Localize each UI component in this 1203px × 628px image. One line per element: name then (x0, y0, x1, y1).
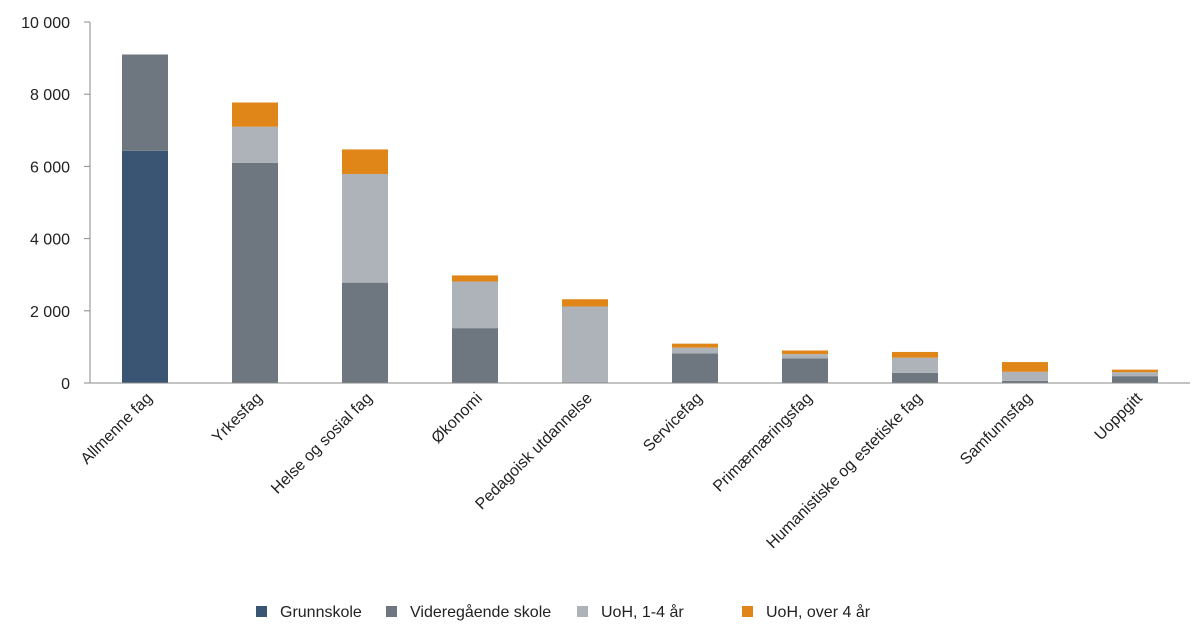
bar-segment (342, 149, 388, 174)
bar-segment (122, 54, 168, 151)
legend: Grunnskole Videregående skole UoH, 1-4 år U… (256, 603, 871, 621)
legend-label: Videregående skole (410, 603, 551, 621)
y-tick-label: 0 (61, 376, 70, 393)
y-tick-label: 2 000 (30, 304, 70, 321)
bar-segment (1112, 369, 1158, 373)
category-labels: Allmenne fag Yrkesfag Helse og sosial fag Ø… (78, 389, 1146, 552)
legend-label: UoH, 1-4 år (601, 603, 684, 621)
y-tick-label: 8 000 (30, 87, 70, 104)
x-tick-label: Samfunnsfag (957, 390, 1036, 469)
y-tick-label: 4 000 (30, 232, 70, 249)
bar-segment (1112, 376, 1158, 383)
x-tick-label: Servicefag (640, 390, 705, 455)
bar-segment (782, 354, 828, 359)
bar-segment (892, 351, 938, 358)
bar-segment (782, 350, 828, 355)
x-tick-label: Helse og sosial fag (268, 390, 376, 498)
bar-segment (232, 102, 278, 127)
bar-segment (892, 372, 938, 383)
x-tick-label: Pedagoisk utdannelse (472, 390, 595, 513)
legend-label: UoH, over 4 år (766, 603, 871, 621)
bar-segment (452, 328, 498, 383)
x-tick-label: Allmenne fag (78, 390, 156, 468)
bar-segment (342, 282, 388, 383)
x-tick-label: Økonomi (429, 390, 486, 447)
bar-segment (122, 150, 168, 383)
bar-segment (452, 275, 498, 282)
bar-segment (672, 347, 718, 354)
y-tick-label: 10 000 (21, 15, 70, 32)
legend-swatch (386, 606, 397, 617)
x-tick-label: Yrkesfag (209, 390, 266, 447)
y-tick-label: 6 000 (30, 159, 70, 176)
legend-swatch (256, 606, 267, 617)
legend-swatch (577, 606, 588, 617)
bar-segment (232, 162, 278, 383)
bar-segment (672, 353, 718, 383)
x-tick-label: Uoppgitt (1092, 389, 1147, 444)
bar-segment (892, 357, 938, 373)
bar-segment (672, 343, 718, 348)
legend-label: Grunnskole (280, 604, 362, 621)
legend-swatch (742, 606, 753, 617)
bar-segment (1002, 362, 1048, 372)
bar-segment (562, 306, 608, 383)
bar-segment (342, 173, 388, 283)
bar-segment (452, 281, 498, 329)
bar-segment (232, 126, 278, 163)
bar-stacks (122, 54, 1158, 383)
bar-segment (1002, 371, 1048, 381)
bar-segment (782, 358, 828, 383)
bar-segment (1002, 380, 1048, 383)
x-tick-label: Primærnæringsfag (710, 390, 816, 496)
y-axis: 0 2 000 4 000 6 000 8 000 10 000 (21, 15, 91, 393)
bar-segment (562, 299, 608, 307)
bar-segment (1112, 372, 1158, 377)
